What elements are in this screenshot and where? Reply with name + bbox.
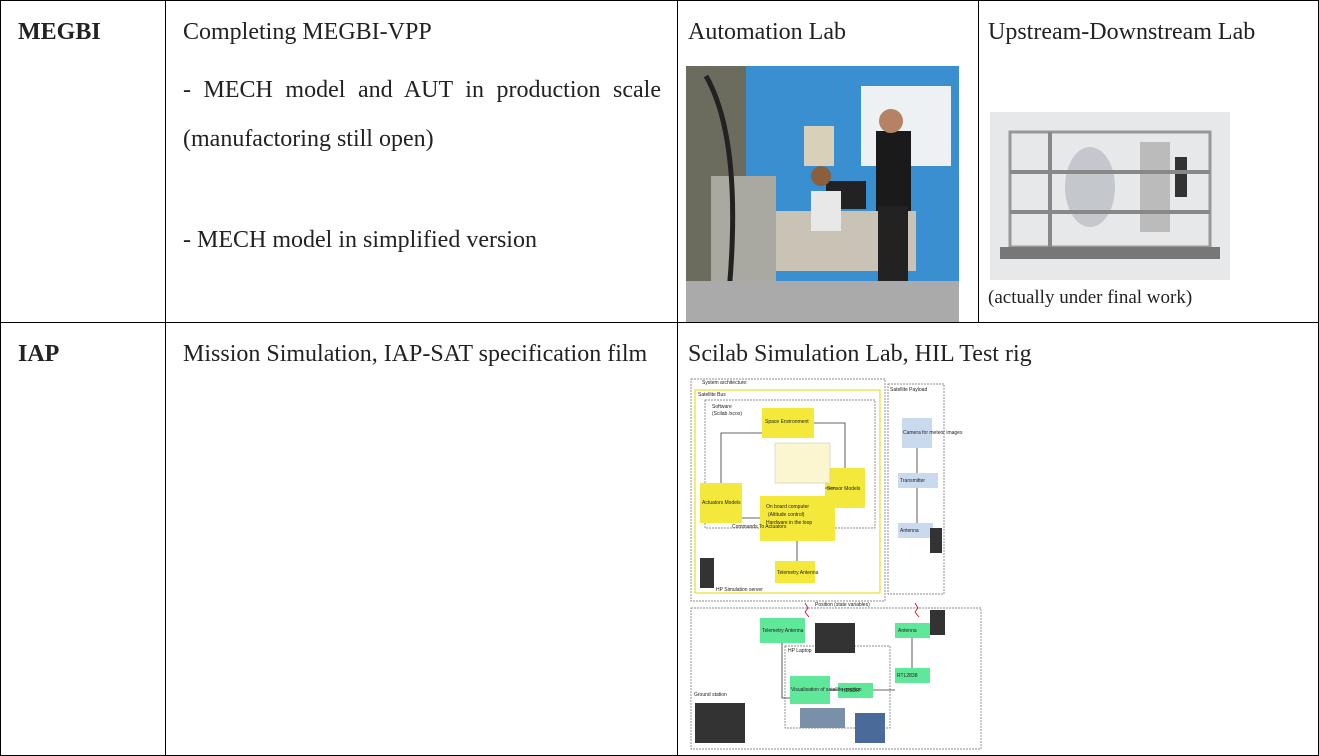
diagram-label: Camera for meteor images	[903, 430, 963, 436]
diagram-label: System architecture: Satellite Bus Softw…	[694, 380, 963, 698]
diagram-label: Hardware in the loop	[766, 520, 812, 526]
diagram-label: Position (state variables)	[815, 602, 870, 608]
diagram-label: Actuators Models	[702, 500, 741, 506]
diagram-label: Antenna	[898, 628, 917, 634]
activity: Completing MEGBI-VPP	[183, 19, 432, 45]
architecture-diagram: System architecture: Satellite Bus Softw…	[690, 378, 982, 750]
diagram-label: Sensor Models	[827, 486, 861, 492]
partner: MEGBI	[18, 19, 101, 45]
diagram-label: Telemetry Antenna	[762, 628, 804, 634]
lab-title: Scilab Simulation Lab, HIL Test rig	[688, 341, 1032, 367]
activity: Mission Simulation, IAP-SAT specificatio…	[183, 341, 648, 367]
diagram-label: Satellite Bus	[698, 392, 726, 398]
lab-title: Upstream-Downstream Lab	[988, 19, 1256, 45]
diagram-label: System architecture:	[702, 380, 748, 386]
cell	[165, 322, 678, 756]
caption: (actually under final work)	[988, 287, 1193, 308]
diagram-label: Software	[712, 404, 732, 410]
diagram-label: Commands To Actuators	[732, 524, 787, 530]
activity: - MECH model and AUT in production scale…	[183, 77, 661, 152]
diagram-label: Telemetry Antenna	[777, 570, 819, 576]
diagram-label: (Altitude control)	[768, 512, 805, 518]
diagram-label: HP Simulation server	[716, 587, 763, 593]
diagram-label: Space Environment	[765, 419, 809, 425]
cell	[0, 322, 166, 756]
diagram-label: RTL2838	[897, 673, 918, 679]
diagram-label: (Scilab /xcos)	[712, 411, 742, 417]
lab-title: Automation Lab	[688, 19, 846, 45]
lab-photo	[686, 66, 959, 322]
lab-photo	[990, 112, 1230, 280]
diagram-label: Visualisation of satellite position	[791, 687, 862, 693]
diagram-label: On board computer	[766, 504, 809, 510]
diagram-label: HDSDR	[842, 688, 860, 694]
diagram-label: Ground station	[694, 692, 727, 698]
diagram-label: Transmitter	[900, 478, 925, 484]
partner: IAP	[18, 341, 60, 367]
activity: - MECH model in simplified version	[183, 227, 537, 253]
diagram-label: Antenna	[900, 528, 919, 534]
diagram-label: Satellite Payload	[890, 387, 927, 393]
diagram-label: HP Laptop	[788, 648, 812, 654]
